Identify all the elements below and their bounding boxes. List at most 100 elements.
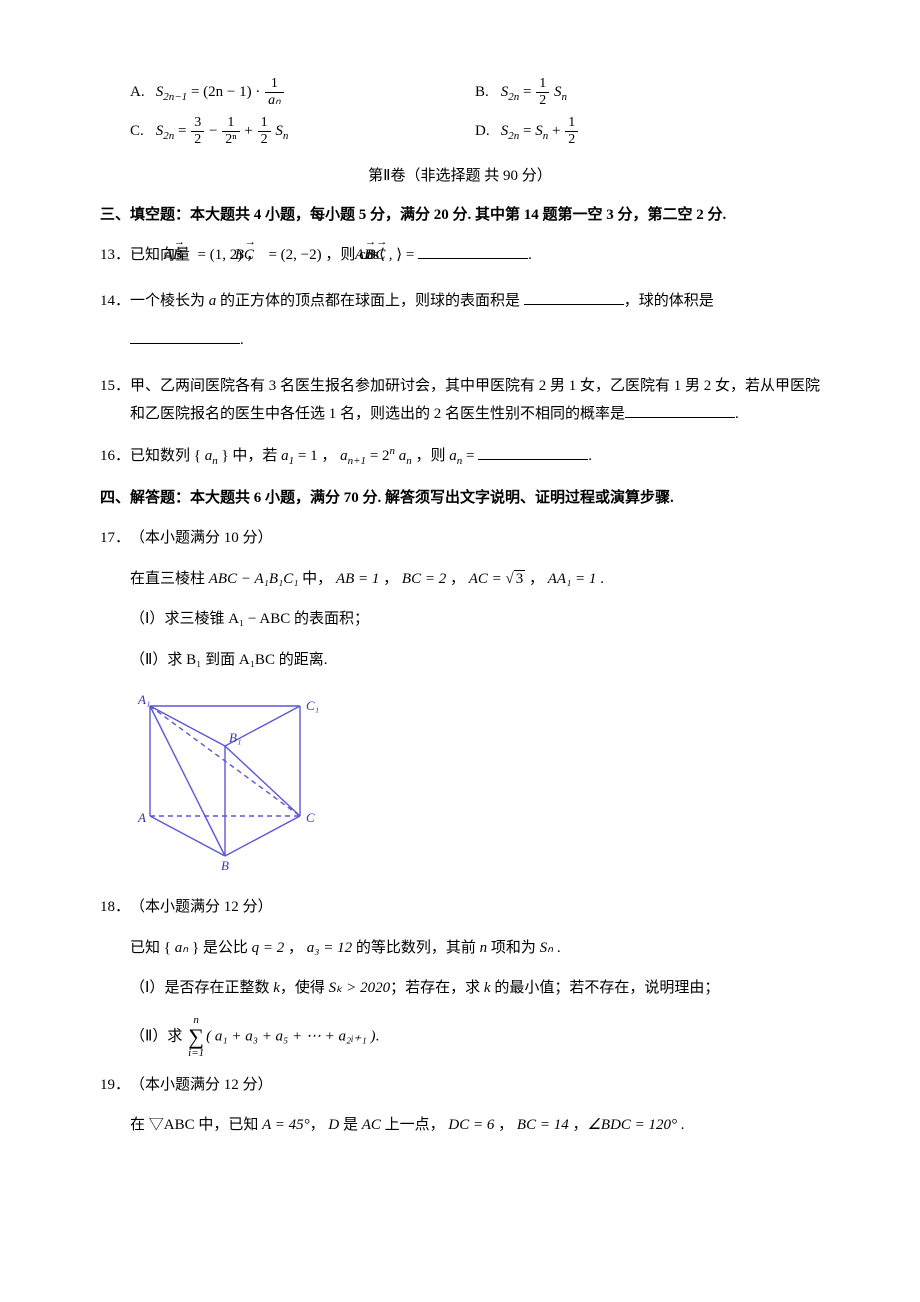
q18-a3: a₃ = 12 — [307, 940, 352, 956]
q14-blank2 — [130, 328, 240, 344]
q13-eq1: = (1, 2) ， — [194, 247, 265, 263]
q17-prism: ABC − A₁B₁C₁ — [209, 571, 299, 587]
q17-p1-text: 求三棱锥 A₁ − ABC 的表面积； — [164, 611, 369, 627]
q18-k2: k — [484, 980, 491, 996]
option-B-label: B. — [475, 78, 497, 107]
q19-ang: ∠BDC = 120° — [587, 1117, 677, 1133]
q16-eq2: = 2 — [366, 448, 389, 464]
q16-t2: } 中，若 — [218, 448, 281, 464]
optA-frac: 1aₙ — [265, 76, 284, 109]
q18-p1-t4: 的最小值；若不存在，说明理由； — [491, 980, 720, 996]
q14-period: . — [240, 332, 244, 348]
q12-option-row-2: C. S2n = 32 − 12ⁿ + 12 Sn D. S2n = Sn + … — [130, 115, 820, 148]
option-C: C. S2n = 32 − 12ⁿ + 12 Sn — [130, 115, 475, 148]
q16-tail: ，则 — [412, 448, 450, 464]
q19-BC: BC = 14 — [517, 1117, 569, 1133]
q16-blank — [478, 444, 588, 460]
q19-s1: 在 ▽ABC 中，已知 — [130, 1117, 262, 1133]
q17-ab: AB = 1 — [336, 571, 379, 587]
svg-text:C₁: C₁ — [306, 698, 319, 713]
optB-tail: Sn — [554, 84, 567, 100]
option-B: B. S2n = 12 Sn — [475, 76, 820, 109]
part4-heading: 四、解答题：本大题共 6 小题，满分 70 分. 解答须写出文字说明、证明过程或… — [100, 484, 820, 513]
q16-a1: a1 — [281, 448, 294, 464]
q18-p1-t3: ；若存在，求 — [390, 980, 484, 996]
svg-text:A: A — [137, 810, 146, 825]
q18-s2: } 是公比 — [188, 940, 251, 956]
q16-number: 16． — [100, 442, 130, 471]
optD-mid: Sn — [535, 123, 548, 139]
q18-p1-t1: 是否存在正整数 — [164, 980, 273, 996]
q19-D: D — [328, 1117, 339, 1133]
q14-t3: ，球的体积是 — [624, 293, 714, 309]
q16-eq1: = 1 ， — [294, 448, 340, 464]
q19-number: 19． — [100, 1071, 130, 1100]
q18-points: （本小题满分 12 分） — [130, 899, 273, 915]
question-19: 19．（本小题满分 12 分） — [100, 1071, 820, 1100]
optC-t2: 12ⁿ — [222, 115, 239, 148]
q15-period: . — [735, 406, 739, 422]
q13-tail: = — [402, 247, 418, 263]
q14-number: 14． — [100, 282, 130, 321]
q13-comma: , — [385, 247, 396, 263]
q17-part1: （Ⅰ）求三棱锥 A₁ − ABC 的表面积； — [130, 605, 820, 634]
optC-tail: Sn — [275, 123, 288, 139]
question-15: 15．甲、乙两间医院各有 3 名医生报名参加研讨会，其中甲医院有 2 男 1 女… — [100, 372, 820, 429]
optB-lhs: S2n — [501, 84, 520, 100]
q19-A: A = 45° — [262, 1117, 310, 1133]
q17-period: . — [596, 571, 604, 587]
q12-option-row-1: A. S2n−1 = (2n − 1) · 1aₙ B. S2n = 12 Sn — [130, 76, 820, 109]
q18-p1-label: （Ⅰ） — [130, 980, 164, 996]
optC-plus: + — [244, 123, 256, 139]
q19-c1: ， — [310, 1117, 329, 1133]
q19-s2: 是 — [339, 1117, 362, 1133]
q17-c3: ， — [525, 571, 548, 587]
svg-text:C: C — [306, 810, 315, 825]
q18-q: q = 2 — [252, 940, 285, 956]
option-A: A. S2n−1 = (2n − 1) · 1aₙ — [130, 76, 475, 109]
optD-plus: + — [552, 123, 564, 139]
q13-period: . — [528, 247, 532, 263]
question-17: 17．（本小题满分 10 分） — [100, 524, 820, 553]
question-14: 14．一个棱长为 a 的正方体的顶点都在球面上，则球的表面积是 ，球的体积是 . — [100, 282, 820, 360]
q17-bc: BC = 2 — [402, 571, 446, 587]
optA-lhs: S2n−1 — [156, 84, 187, 100]
q18-sum-body: ( a₁ + a₃ + a₅ + ⋯ + a₂ᵢ₊₁ ) — [206, 1028, 375, 1044]
section-2-title: 第Ⅱ卷（非选择题 共 90 分） — [100, 162, 820, 191]
q16-eq3: = — [462, 448, 478, 464]
q14-blank1 — [524, 289, 624, 305]
q19-points: （本小题满分 12 分） — [130, 1077, 273, 1093]
q17-part2: （Ⅱ）求 B₁ 到面 A₁BC 的距离. — [130, 646, 820, 675]
optC-t1: 32 — [191, 115, 204, 148]
q17-p2-label: （Ⅱ） — [130, 652, 167, 668]
question-16: 16．已知数列 { an } 中，若 a1 = 1 ， an+1 = 2n an… — [100, 441, 820, 472]
optD-eq: = — [523, 123, 535, 139]
question-13: 13．已知向量 AB = (1, 2) ， BC = (2, −2) ，则 co… — [100, 241, 820, 270]
optC-t3: 12 — [258, 115, 271, 148]
q17-p2-text: 求 B₁ 到面 A₁BC 的距离. — [167, 652, 327, 668]
q18-period: . — [553, 940, 561, 956]
q15-blank — [625, 402, 735, 418]
q14-t1: 一个棱长为 — [130, 293, 209, 309]
q19-s3: 上一点， — [381, 1117, 449, 1133]
q18-sigma: n∑i=1 — [188, 1015, 204, 1059]
q13-pre: 已知向量 — [130, 247, 194, 263]
q17-acpre: AC = — [469, 571, 506, 587]
question-18: 18．（本小题满分 12 分） — [100, 893, 820, 922]
svg-text:B: B — [221, 858, 229, 873]
q19-c2: ， — [494, 1117, 517, 1133]
q13-blank — [418, 243, 528, 259]
q18-part2: （Ⅱ）求 n∑i=1( a₁ + a₃ + a₅ + ⋯ + a₂ᵢ₊₁ ). — [130, 1015, 820, 1059]
q16-an3: an — [449, 448, 462, 464]
q18-p2-pre: 求 — [167, 1028, 186, 1044]
svg-text:A₁: A₁ — [137, 692, 150, 707]
q16-an2: an — [399, 448, 412, 464]
q18-number: 18． — [100, 893, 130, 922]
q18-an: aₙ — [175, 940, 188, 956]
q17-s2: 中， — [298, 571, 336, 587]
q17-stem: 在直三棱柱 ABC − A₁B₁C₁ 中， AB = 1 ， BC = 2 ， … — [130, 565, 820, 594]
optC-eq: = — [178, 123, 190, 139]
optA-eq: = (2n − 1) · — [191, 84, 264, 100]
q17-c1: ， — [379, 571, 402, 587]
option-C-label: C. — [130, 117, 152, 146]
